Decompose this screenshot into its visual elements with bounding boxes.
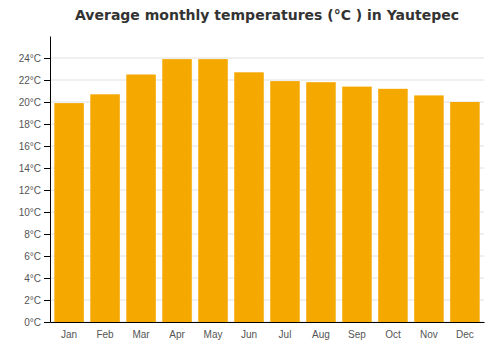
x-tick-label: May (204, 329, 223, 340)
y-tick: 22°C (19, 75, 50, 86)
x-tick: May (204, 329, 223, 340)
x-tick-label: Jan (61, 329, 77, 340)
y-tick: 0°C (24, 317, 50, 328)
y-tick: 4°C (24, 273, 50, 284)
y-tick: 20°C (19, 97, 50, 108)
x-tick: Jan (61, 329, 77, 340)
y-tick-mark (44, 234, 50, 235)
x-tick-label: Dec (456, 329, 474, 340)
bar (450, 102, 480, 322)
y-tick: 16°C (19, 141, 50, 152)
y-tick: 24°C (19, 53, 50, 64)
x-tick-label: Jul (279, 329, 292, 340)
y-tick: 2°C (24, 295, 50, 306)
y-tick-label: 24°C (19, 53, 41, 64)
y-tick-mark (44, 58, 50, 59)
x-tick-label: Sep (348, 329, 366, 340)
x-axis-line (51, 322, 485, 323)
y-tick-label: 8°C (24, 229, 41, 240)
x-tick: Apr (169, 329, 185, 340)
y-tick-mark (44, 124, 50, 125)
chart: 0°C 2°C 4°C 6°C 8°C 10°C 12°C 14°C 16°C 18°C 20°C 2… (0, 0, 500, 350)
y-tick-mark (44, 256, 50, 257)
y-tick-mark (44, 322, 50, 323)
x-tick-label: Aug (312, 329, 330, 340)
y-tick-label: 22°C (19, 75, 41, 86)
bar (378, 89, 408, 322)
y-axis-line (50, 37, 51, 323)
x-tick: Jun (241, 329, 257, 340)
x-tick: Oct (385, 329, 401, 340)
bar (54, 103, 84, 322)
bar (270, 81, 300, 322)
x-tick: Sep (348, 329, 366, 340)
grid (50, 58, 484, 322)
y-tick-mark (44, 278, 50, 279)
y-tick-mark (44, 190, 50, 191)
x-tick-label: Mar (132, 329, 150, 340)
x-tick-label: Apr (169, 329, 185, 340)
bar (234, 72, 264, 322)
bar (126, 75, 156, 323)
bars (54, 59, 479, 322)
x-axis: Jan Feb Mar Apr May Jun Jul Aug Sep Oct Nov Dec (51, 323, 485, 341)
y-tick-label: 10°C (19, 207, 41, 218)
y-tick-mark (44, 300, 50, 301)
grid-line (50, 58, 484, 59)
y-tick: 14°C (19, 163, 50, 174)
x-tick: Aug (312, 329, 330, 340)
y-tick-label: 12°C (19, 185, 41, 196)
bar (306, 82, 336, 322)
y-tick-mark (44, 102, 50, 103)
y-tick-label: 18°C (19, 119, 41, 130)
y-tick-label: 0°C (24, 317, 41, 328)
y-tick: 12°C (19, 185, 50, 196)
y-tick-mark (44, 80, 50, 81)
y-tick-label: 6°C (24, 251, 41, 262)
y-tick-mark (44, 212, 50, 213)
y-tick-mark (44, 168, 50, 169)
x-tick-label: Feb (96, 329, 114, 340)
x-tick: Feb (96, 329, 114, 340)
title: Average monthly temperatures (°C ) in Ya… (75, 7, 459, 23)
y-axis: 0°C 2°C 4°C 6°C 8°C 10°C 12°C 14°C 16°C 18°C 20°C 2… (19, 37, 51, 328)
y-tick: 6°C (24, 251, 50, 262)
x-tick-label: Nov (420, 329, 438, 340)
y-tick: 8°C (24, 229, 50, 240)
y-tick: 18°C (19, 119, 50, 130)
bar (162, 59, 192, 322)
x-tick-label: Jun (241, 329, 257, 340)
bar (342, 87, 372, 322)
bar (198, 59, 228, 322)
x-tick: Dec (456, 329, 474, 340)
y-tick-label: 14°C (19, 163, 41, 174)
x-tick: Mar (132, 329, 150, 340)
x-tick: Jul (279, 329, 292, 340)
y-tick-label: 20°C (19, 97, 41, 108)
y-tick-label: 4°C (24, 273, 41, 284)
x-tick: Nov (420, 329, 438, 340)
x-tick-label: Oct (385, 329, 401, 340)
y-tick-mark (44, 146, 50, 147)
y-tick: 10°C (19, 207, 50, 218)
bar (90, 94, 120, 322)
grid-line (50, 80, 484, 81)
bar (414, 95, 444, 322)
y-tick-label: 16°C (19, 141, 41, 152)
y-tick-label: 2°C (24, 295, 41, 306)
